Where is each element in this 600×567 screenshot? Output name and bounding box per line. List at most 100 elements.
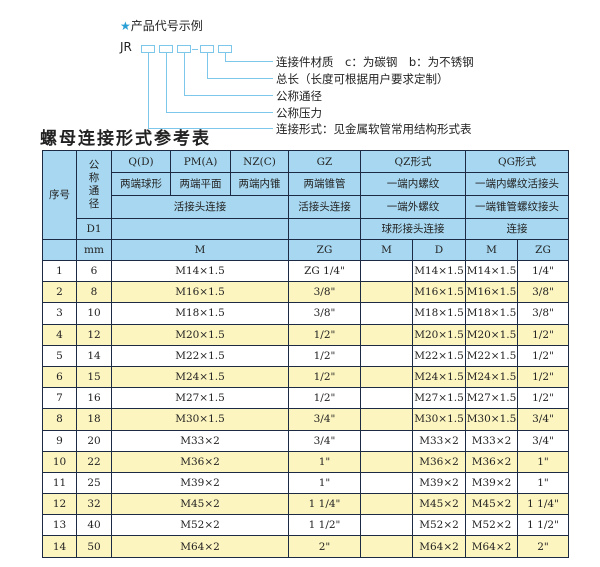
header-form: NZ(C) bbox=[230, 150, 289, 173]
cell-qz-m bbox=[360, 471, 413, 495]
cell-qz-m bbox=[360, 365, 413, 389]
header-desc: 两端平面 bbox=[170, 172, 231, 196]
cell-qg-m: M36×2 bbox=[465, 450, 518, 473]
code-box bbox=[177, 45, 191, 53]
connector-line bbox=[207, 53, 208, 78]
code-prefix: JR bbox=[120, 40, 132, 54]
cell-gz-zg: 1" bbox=[288, 450, 361, 473]
connector-line bbox=[148, 53, 149, 128]
cell-qz-d: M64×2 bbox=[412, 535, 466, 558]
header-connection: 活接头连接 bbox=[288, 195, 361, 219]
cell-gz-zg: 3/4" bbox=[288, 408, 361, 431]
header-form: Q(D) bbox=[111, 150, 171, 173]
caption-pressure: 公称压力 bbox=[276, 106, 322, 120]
table-row: 2 8 M16×1.5 3/8" M16×1.5 M16×1.5 3/8" bbox=[42, 281, 569, 304]
cell-qg-m: M18×1.5 bbox=[465, 302, 518, 325]
cell-qg-zg: 1" bbox=[517, 450, 569, 473]
code-box bbox=[159, 45, 173, 53]
cell-gz-zg: 3/8" bbox=[288, 302, 361, 325]
header-desc: 一端内螺纹活接头 bbox=[465, 172, 569, 196]
cell-qg-m: M45×2 bbox=[465, 493, 518, 516]
cell-qz-d: M18×1.5 bbox=[412, 302, 466, 325]
cell-seq: 2 bbox=[42, 281, 77, 304]
cell-qz-d: M36×2 bbox=[412, 450, 466, 473]
cell-qg-zg: 2" bbox=[517, 535, 569, 558]
cell-gz-zg: 1/2" bbox=[288, 323, 361, 346]
cell-gz-zg: 1/2" bbox=[288, 365, 361, 389]
cell-gz-zg: 3/8" bbox=[288, 281, 361, 304]
header-unit: mm bbox=[76, 239, 112, 261]
cell-seq: 5 bbox=[42, 344, 77, 367]
connector-line bbox=[207, 78, 273, 79]
cell-seq: 1 bbox=[42, 259, 77, 283]
header-nominal: 公称通径 bbox=[76, 150, 112, 219]
cell-qz-m bbox=[360, 535, 413, 558]
header-blank bbox=[42, 239, 77, 261]
cell-nominal-diameter: 40 bbox=[76, 514, 112, 537]
cell-nominal-diameter: 50 bbox=[76, 535, 112, 558]
cell-qg-zg: 1 1/4" bbox=[517, 493, 569, 516]
header-d1: D1 bbox=[76, 218, 112, 240]
cell-seq: 3 bbox=[42, 302, 77, 325]
table-row: 13 40 M52×2 1 1/2" M52×2 M52×2 1 1/2" bbox=[42, 514, 569, 537]
cell-seq: 13 bbox=[42, 514, 77, 537]
connector-line bbox=[148, 128, 273, 129]
cell-nominal-diameter: 12 bbox=[76, 323, 112, 346]
cell-qg-m: M52×2 bbox=[465, 514, 518, 537]
cell-qg-m: M22×1.5 bbox=[465, 344, 518, 367]
header-nominal-text: 公称通径 bbox=[88, 158, 100, 210]
table-row: 4 12 M20×1.5 1/2" M20×1.5 M20×1.5 1/2" bbox=[42, 323, 569, 346]
header-form: GZ bbox=[288, 150, 361, 173]
cell-gz-zg: 1/2" bbox=[288, 387, 361, 410]
cell-qg-zg: 3/8" bbox=[517, 302, 569, 325]
cell-thread-m: M27×1.5 bbox=[111, 387, 289, 410]
cell-thread-m: M64×2 bbox=[111, 535, 289, 558]
cell-qg-zg: 3/4" bbox=[517, 429, 569, 452]
caption-diameter: 公称通径 bbox=[276, 89, 322, 103]
nut-connection-table: 序号 公称通径 Q(D) PM(A) NZ(C) GZ QZ形式 QG形式 两端… bbox=[42, 150, 569, 558]
header-desc: 两端内锥 bbox=[230, 172, 289, 196]
header-unit: ZG bbox=[288, 239, 361, 261]
cell-gz-zg: 3/4" bbox=[288, 429, 361, 452]
header-connection: 一端锥管螺纹接头 bbox=[465, 195, 569, 219]
cell-nominal-diameter: 20 bbox=[76, 429, 112, 452]
cell-seq: 8 bbox=[42, 408, 77, 431]
cell-qg-m: M20×1.5 bbox=[465, 323, 518, 346]
header-desc: 一端内螺纹 bbox=[360, 172, 466, 196]
cell-qg-m: M14×1.5 bbox=[465, 259, 518, 283]
header-connection: 一端外螺纹 bbox=[360, 195, 466, 219]
cell-seq: 4 bbox=[42, 323, 77, 346]
table-row: 12 32 M45×2 1 1/4" M45×2 M45×2 1 1/4" bbox=[42, 493, 569, 516]
cell-qg-zg: 1 1/2" bbox=[517, 514, 569, 537]
caption-material: 连接件材质 c：为碳钢 b：为不锈钢 bbox=[276, 55, 474, 69]
cell-thread-m: M22×1.5 bbox=[111, 344, 289, 367]
cell-qg-m: M24×1.5 bbox=[465, 365, 518, 389]
cell-qz-d: M27×1.5 bbox=[412, 387, 466, 410]
cell-thread-m: M36×2 bbox=[111, 450, 289, 473]
caption-length: 总长（长度可根据用户要求定制） bbox=[276, 72, 449, 86]
cell-qg-m: M39×2 bbox=[465, 471, 518, 495]
cell-seq: 9 bbox=[42, 429, 77, 452]
cell-thread-m: M52×2 bbox=[111, 514, 289, 537]
cell-gz-zg: 2" bbox=[288, 535, 361, 558]
cell-qg-m: M27×1.5 bbox=[465, 387, 518, 410]
cell-nominal-diameter: 8 bbox=[76, 281, 112, 304]
cell-qg-zg: 1" bbox=[517, 471, 569, 495]
cell-qg-m: M16×1.5 bbox=[465, 281, 518, 304]
cell-thread-m: M14×1.5 bbox=[111, 259, 289, 283]
cell-qg-m: M64×2 bbox=[465, 535, 518, 558]
cell-qz-d: M33×2 bbox=[412, 429, 466, 452]
product-code-title-text: 产品代号示例 bbox=[130, 19, 203, 33]
cell-qg-zg: 1/2" bbox=[517, 323, 569, 346]
cell-qg-zg: 1/2" bbox=[517, 344, 569, 367]
product-code-title: ★产品代号示例 bbox=[120, 17, 203, 34]
cell-nominal-diameter: 32 bbox=[76, 493, 112, 516]
cell-qg-zg: 1/2" bbox=[517, 365, 569, 389]
cell-qz-m bbox=[360, 514, 413, 537]
cell-qz-d: M45×2 bbox=[412, 493, 466, 516]
connector-line bbox=[225, 53, 226, 61]
header-unit: ZG bbox=[517, 239, 569, 261]
cell-qz-m bbox=[360, 408, 413, 431]
table-row: 1 6 M14×1.5 ZG 1/4" M14×1.5 M14×1.5 1/4" bbox=[42, 259, 569, 283]
cell-qz-m bbox=[360, 429, 413, 452]
